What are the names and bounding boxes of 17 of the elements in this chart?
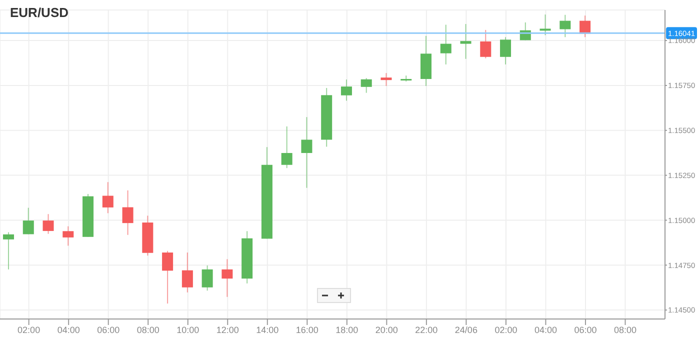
x-tick-label: 06:00: [97, 325, 120, 335]
x-tick-label: 08:00: [614, 325, 637, 335]
x-tick-label: 16:00: [296, 325, 318, 335]
x-tick-label: 06:00: [574, 325, 597, 335]
x-tick-label: 10:00: [176, 325, 200, 335]
x-tick-label: 12:00: [216, 325, 239, 335]
x-tick-label: 02:00: [494, 325, 518, 335]
x-tick-label: 04:00: [57, 325, 80, 335]
x-tick-label: 20:00: [375, 325, 398, 335]
x-tick-label: 04:00: [534, 325, 557, 335]
x-tick-label: 24/06: [454, 325, 478, 335]
x-tick-label: 18:00: [336, 325, 358, 335]
x-tick-label: 22:00: [415, 325, 438, 335]
x-tick-label: 08:00: [136, 325, 160, 335]
x-tick-label: 02:00: [18, 325, 40, 335]
x-tick-label: 14:00: [256, 325, 279, 335]
chart-title: EUR/USD: [10, 5, 69, 20]
